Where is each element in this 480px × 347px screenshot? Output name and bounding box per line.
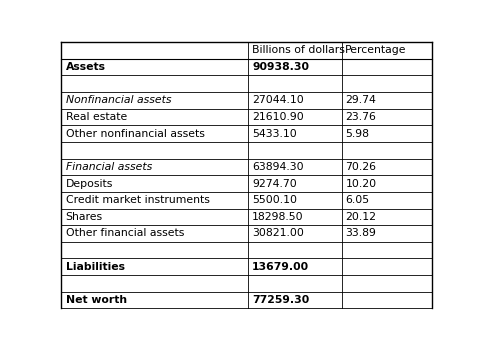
Text: 33.89: 33.89 [345,228,375,238]
Text: 10.20: 10.20 [345,179,376,188]
Text: Deposits: Deposits [66,179,113,188]
Text: 5433.10: 5433.10 [252,129,296,139]
Text: 18298.50: 18298.50 [252,212,303,222]
Text: Nonfinancial assets: Nonfinancial assets [66,95,171,105]
Text: 5.98: 5.98 [345,129,369,139]
Text: 21610.90: 21610.90 [252,112,303,122]
Text: Billions of dollars: Billions of dollars [252,45,344,56]
Text: Shares: Shares [66,212,103,222]
Text: 5500.10: 5500.10 [252,195,297,205]
Text: 70.26: 70.26 [345,162,375,172]
Text: 9274.70: 9274.70 [252,179,296,188]
Text: 13679.00: 13679.00 [252,262,309,272]
Text: 6.05: 6.05 [345,195,369,205]
Text: 27044.10: 27044.10 [252,95,303,105]
Text: 29.74: 29.74 [345,95,375,105]
Text: 23.76: 23.76 [345,112,375,122]
Text: 63894.30: 63894.30 [252,162,303,172]
Text: Real estate: Real estate [66,112,127,122]
Text: Other nonfinancial assets: Other nonfinancial assets [66,129,204,139]
Text: Liabilities: Liabilities [66,262,124,272]
Text: Credit market instruments: Credit market instruments [66,195,209,205]
Text: 20.12: 20.12 [345,212,375,222]
Text: 30821.00: 30821.00 [252,228,303,238]
Text: 77259.30: 77259.30 [252,295,309,305]
Text: Percentage: Percentage [345,45,406,56]
Text: 90938.30: 90938.30 [252,62,309,72]
Text: Assets: Assets [66,62,106,72]
Text: Other financial assets: Other financial assets [66,228,184,238]
Text: Financial assets: Financial assets [66,162,152,172]
Text: Net worth: Net worth [66,295,127,305]
